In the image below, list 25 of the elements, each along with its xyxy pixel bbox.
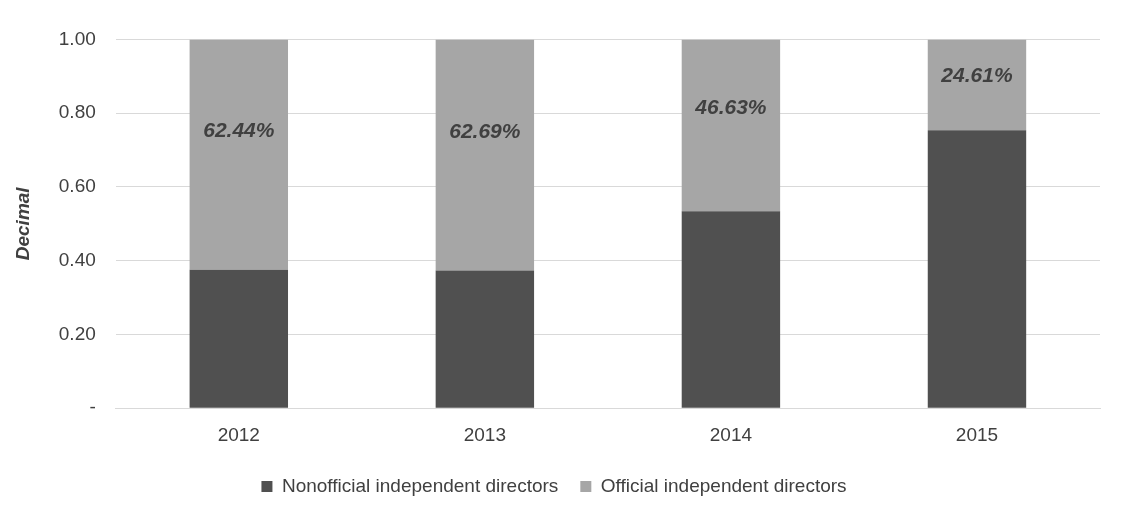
y-tick-label: 0.80: [58, 101, 96, 123]
x-tick-label: 2013: [463, 423, 506, 445]
data-label: 46.63%: [694, 94, 767, 118]
bar: [189, 269, 289, 408]
bar: [681, 211, 781, 408]
data-label: 62.44%: [203, 118, 275, 142]
y-tick-label: 0.40: [58, 248, 96, 270]
legend-label: Nonofficial independent directors: [281, 474, 559, 496]
x-tick-label: 2012: [217, 423, 260, 445]
bar: [927, 39, 1027, 131]
y-tick-label: 1.00: [58, 27, 96, 49]
bar: [681, 39, 781, 212]
y-tick-label: 0.60: [58, 175, 96, 197]
bar: [189, 39, 289, 270]
x-tick-label: 2015: [955, 423, 999, 445]
data-label: 24.61%: [940, 62, 1013, 86]
y-axis-title: Decimal: [11, 186, 33, 261]
legend-label: Official independent directors: [600, 474, 847, 496]
data-label: 62.69%: [449, 118, 521, 142]
bar: [435, 270, 535, 408]
y-tick-label: 0.20: [58, 322, 96, 344]
bar: [435, 39, 535, 271]
x-tick-label: 2014: [709, 423, 753, 445]
bar: [927, 130, 1027, 408]
y-tick-label: -: [89, 396, 96, 418]
